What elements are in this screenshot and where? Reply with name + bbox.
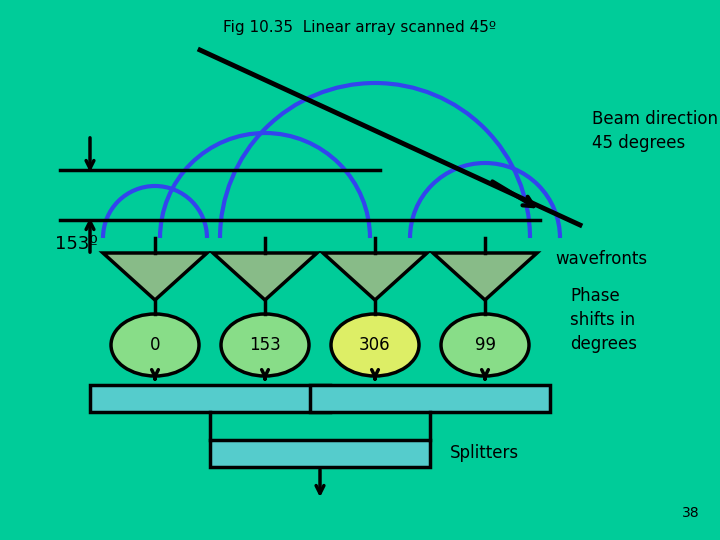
Text: 153º: 153º	[55, 235, 98, 253]
Text: 0: 0	[150, 336, 161, 354]
Polygon shape	[433, 253, 537, 300]
Text: 153: 153	[249, 336, 281, 354]
Polygon shape	[213, 253, 317, 300]
Text: 306: 306	[359, 336, 391, 354]
Text: Phase
shifts in
degrees: Phase shifts in degrees	[570, 287, 637, 353]
Ellipse shape	[111, 314, 199, 376]
Ellipse shape	[331, 314, 419, 376]
Text: 99: 99	[474, 336, 495, 354]
Text: wavefronts: wavefronts	[555, 250, 647, 268]
Bar	[90, 385, 330, 412]
Ellipse shape	[221, 314, 309, 376]
Ellipse shape	[441, 314, 529, 376]
Bar	[310, 385, 550, 412]
Text: 38: 38	[683, 506, 700, 520]
Bar	[210, 440, 430, 467]
Text: Fig 10.35  Linear array scanned 45º: Fig 10.35 Linear array scanned 45º	[223, 20, 497, 35]
Polygon shape	[103, 253, 207, 300]
Polygon shape	[323, 253, 427, 300]
Text: Splitters: Splitters	[450, 444, 519, 462]
Text: Beam direction
45 degrees: Beam direction 45 degrees	[592, 110, 718, 152]
